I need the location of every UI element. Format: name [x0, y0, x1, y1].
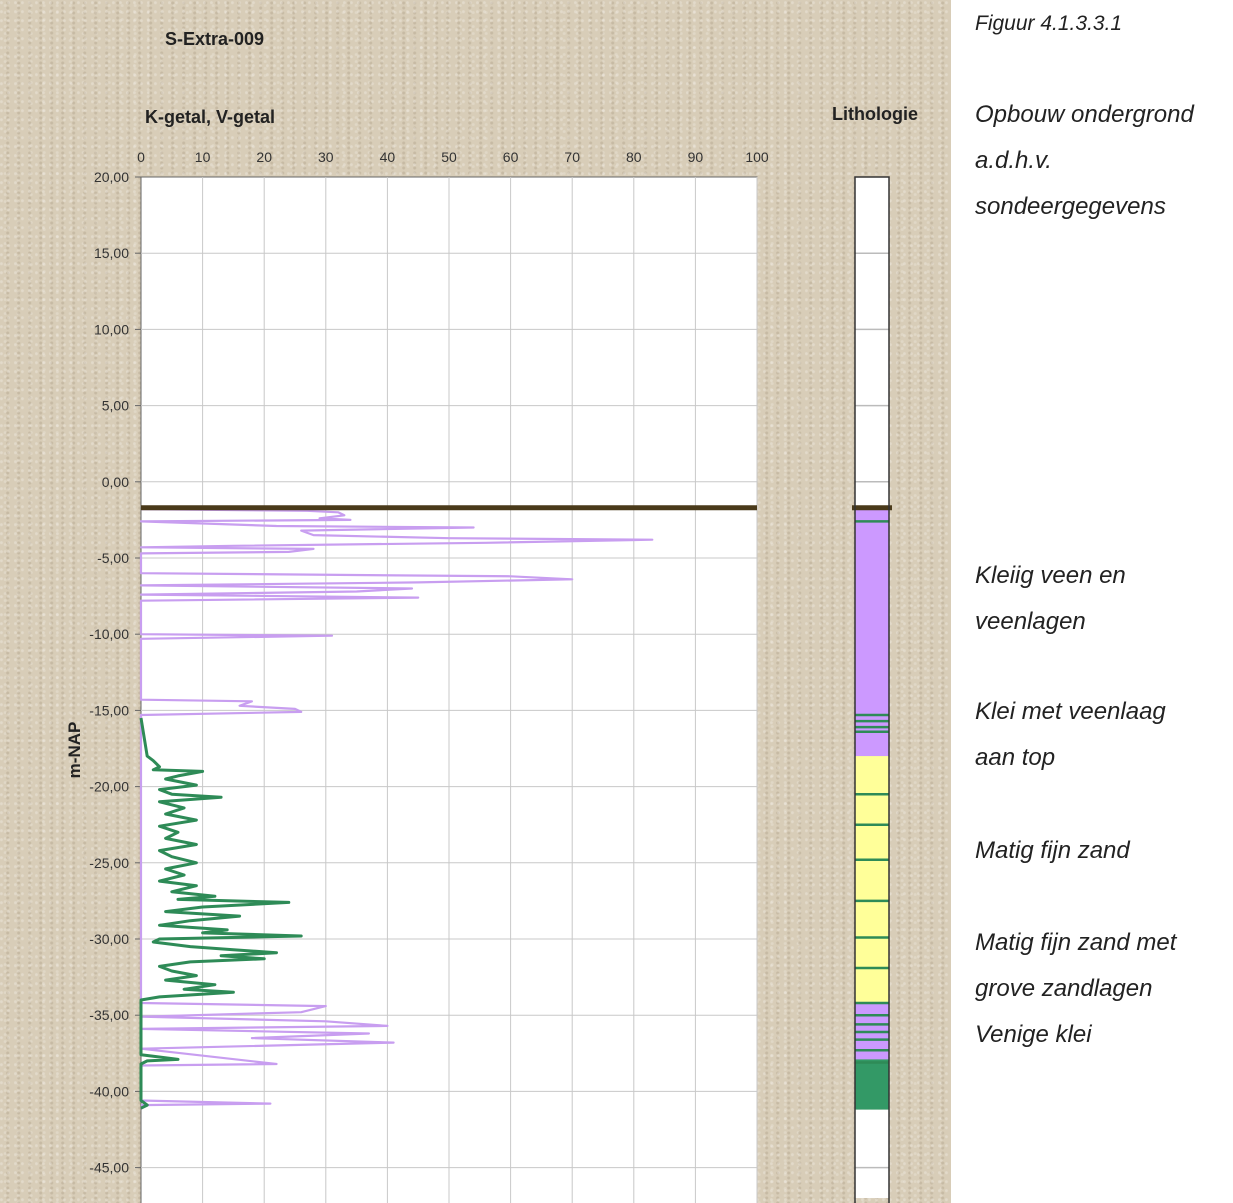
- lithology-block: [855, 1059, 889, 1110]
- series-V-line: [139, 508, 654, 1107]
- layer-label-line: Matig fijn zand met: [975, 929, 1177, 956]
- chart-panel: S-Extra-009 K-getal, V-getal Lithologie …: [0, 0, 951, 1203]
- y-tick-label: -35,00: [89, 1007, 129, 1023]
- y-tick-label: 10,00: [94, 321, 129, 337]
- x-tick-label: 40: [380, 149, 396, 165]
- y-tick-label: 15,00: [94, 245, 129, 261]
- lithology-block: [855, 756, 889, 1004]
- x-axis-label: K-getal, V-getal: [145, 107, 275, 127]
- layer-label-line: grove zandlagen: [975, 975, 1153, 1002]
- layer-label-line: veenlagen: [975, 608, 1086, 635]
- lithology-column: [852, 176, 892, 1203]
- layer-label-line: aan top: [975, 744, 1056, 771]
- layer-label: Klei met veenlaag aan top: [975, 689, 1166, 781]
- x-tick-label: 100: [745, 149, 769, 165]
- y-tick-label: -40,00: [89, 1083, 129, 1099]
- lithology-frame: [854, 176, 890, 1203]
- series-K-line: [139, 717, 303, 1110]
- layer-label: Matig fijn zand: [975, 828, 1130, 874]
- y-tick-label: -30,00: [89, 931, 129, 947]
- layer-label-line: Venige klei: [975, 1021, 1092, 1048]
- lithology-block: [855, 507, 889, 757]
- y-tick-label: -25,00: [89, 855, 129, 871]
- y-tick-label: 20,00: [94, 169, 129, 185]
- layer-label-line: Matig fijn zand: [975, 837, 1130, 864]
- y-tick-label: 0,00: [102, 474, 129, 490]
- y-tick-label: -10,00: [89, 626, 129, 642]
- y-tick-label: 5,00: [102, 398, 129, 414]
- y-tick-label: -15,00: [89, 702, 129, 718]
- figure-description: Opbouw ondergrond a.d.h.v. sondeergegeve…: [975, 92, 1194, 230]
- x-tick-label: 0: [137, 149, 145, 165]
- layer-label: Venige klei: [975, 1012, 1092, 1058]
- y-tick-label: -45,00: [89, 1160, 129, 1176]
- lithology-label: Lithologie: [832, 104, 918, 124]
- x-tick-label: 30: [318, 149, 334, 165]
- cpt-chart: S-Extra-009 K-getal, V-getal Lithologie …: [65, 29, 918, 1203]
- x-tick-label: 60: [503, 149, 519, 165]
- description-line: a.d.h.v.: [975, 147, 1052, 174]
- lithology-block: [855, 1109, 889, 1199]
- figure-number: Figuur 4.1.3.3.1: [975, 12, 1123, 35]
- layer-label: Matig fijn zand met grove zandlagen: [975, 920, 1176, 1012]
- chart-title: S-Extra-009: [165, 29, 264, 49]
- x-tick-label: 20: [256, 149, 272, 165]
- y-tick-label: -5,00: [97, 550, 129, 566]
- x-tick-label: 90: [688, 149, 704, 165]
- y-tick-label: -20,00: [89, 779, 129, 795]
- x-tick-label: 70: [564, 149, 580, 165]
- description-line: sondeergegevens: [975, 193, 1166, 220]
- y-axis-label: m-NAP: [65, 722, 84, 779]
- plot-area: 0 10 20 30 40 50 60 70 80 90 100 20,00 15,00 10,00 5,0…: [89, 149, 769, 1203]
- x-tick-label: 10: [195, 149, 211, 165]
- description-line: Opbouw ondergrond: [975, 101, 1194, 128]
- x-tick-label: 50: [441, 149, 457, 165]
- layer-label: Kleiig veen en veenlagen: [975, 553, 1126, 645]
- layer-label-line: Kleiig veen en: [975, 562, 1126, 589]
- lithology-block: [855, 177, 889, 508]
- x-tick-label: 80: [626, 149, 642, 165]
- layer-label-line: Klei met veenlaag: [975, 698, 1166, 725]
